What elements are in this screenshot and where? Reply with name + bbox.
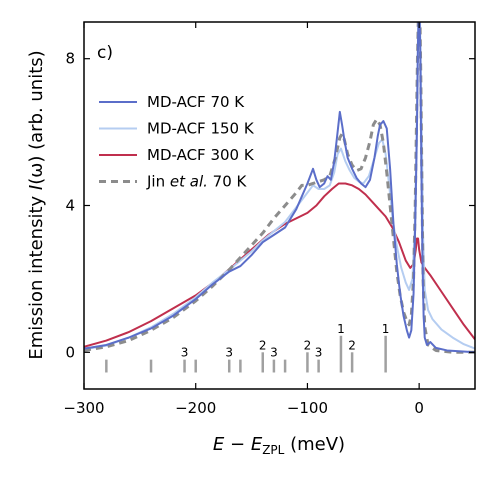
peak-label-4: 3 (225, 346, 233, 360)
legend-label-1: MD-ACF 150 K (147, 120, 255, 138)
series-line-0 (84, 22, 475, 354)
y-axis-label: Emission intensity I(ω) (arb. units) (26, 50, 47, 359)
peak-label-13: 1 (382, 322, 390, 336)
peak-label-12: 2 (348, 338, 356, 352)
legend-label-0: MD-ACF 70 K (147, 93, 245, 111)
peak-label-11: 1 (337, 322, 345, 336)
y-tick-label: 4 (65, 197, 75, 215)
plot-content (84, 22, 475, 354)
y-tick-label: 8 (65, 50, 75, 68)
peak-label-9: 2 (304, 338, 312, 352)
series-line-3 (84, 22, 475, 354)
x-axis-label: E − EZPL (meV) (213, 434, 345, 457)
peak-label-10: 3 (315, 346, 323, 360)
x-tick-label: 0 (414, 399, 424, 417)
peak-label-7: 3 (270, 346, 278, 360)
x-tick-label: −200 (175, 399, 216, 417)
legend: MD-ACF 70 K MD-ACF 150 K MD-ACF 300 K Jin e… (99, 93, 255, 191)
panel-label: c) (97, 43, 113, 63)
x-tick-label: −100 (287, 399, 328, 417)
legend-label-2: MD-ACF 300 K (147, 146, 255, 164)
peak-label-6: 2 (259, 338, 267, 352)
legend-label-3: Jin et al. 70 K (146, 173, 248, 191)
axes: −300 −200 −100 0 0 4 8 (63, 21, 476, 417)
y-tick-label: 0 (65, 343, 75, 361)
x-tick-label: −300 (63, 399, 104, 417)
peak-label-2: 3 (181, 346, 189, 360)
